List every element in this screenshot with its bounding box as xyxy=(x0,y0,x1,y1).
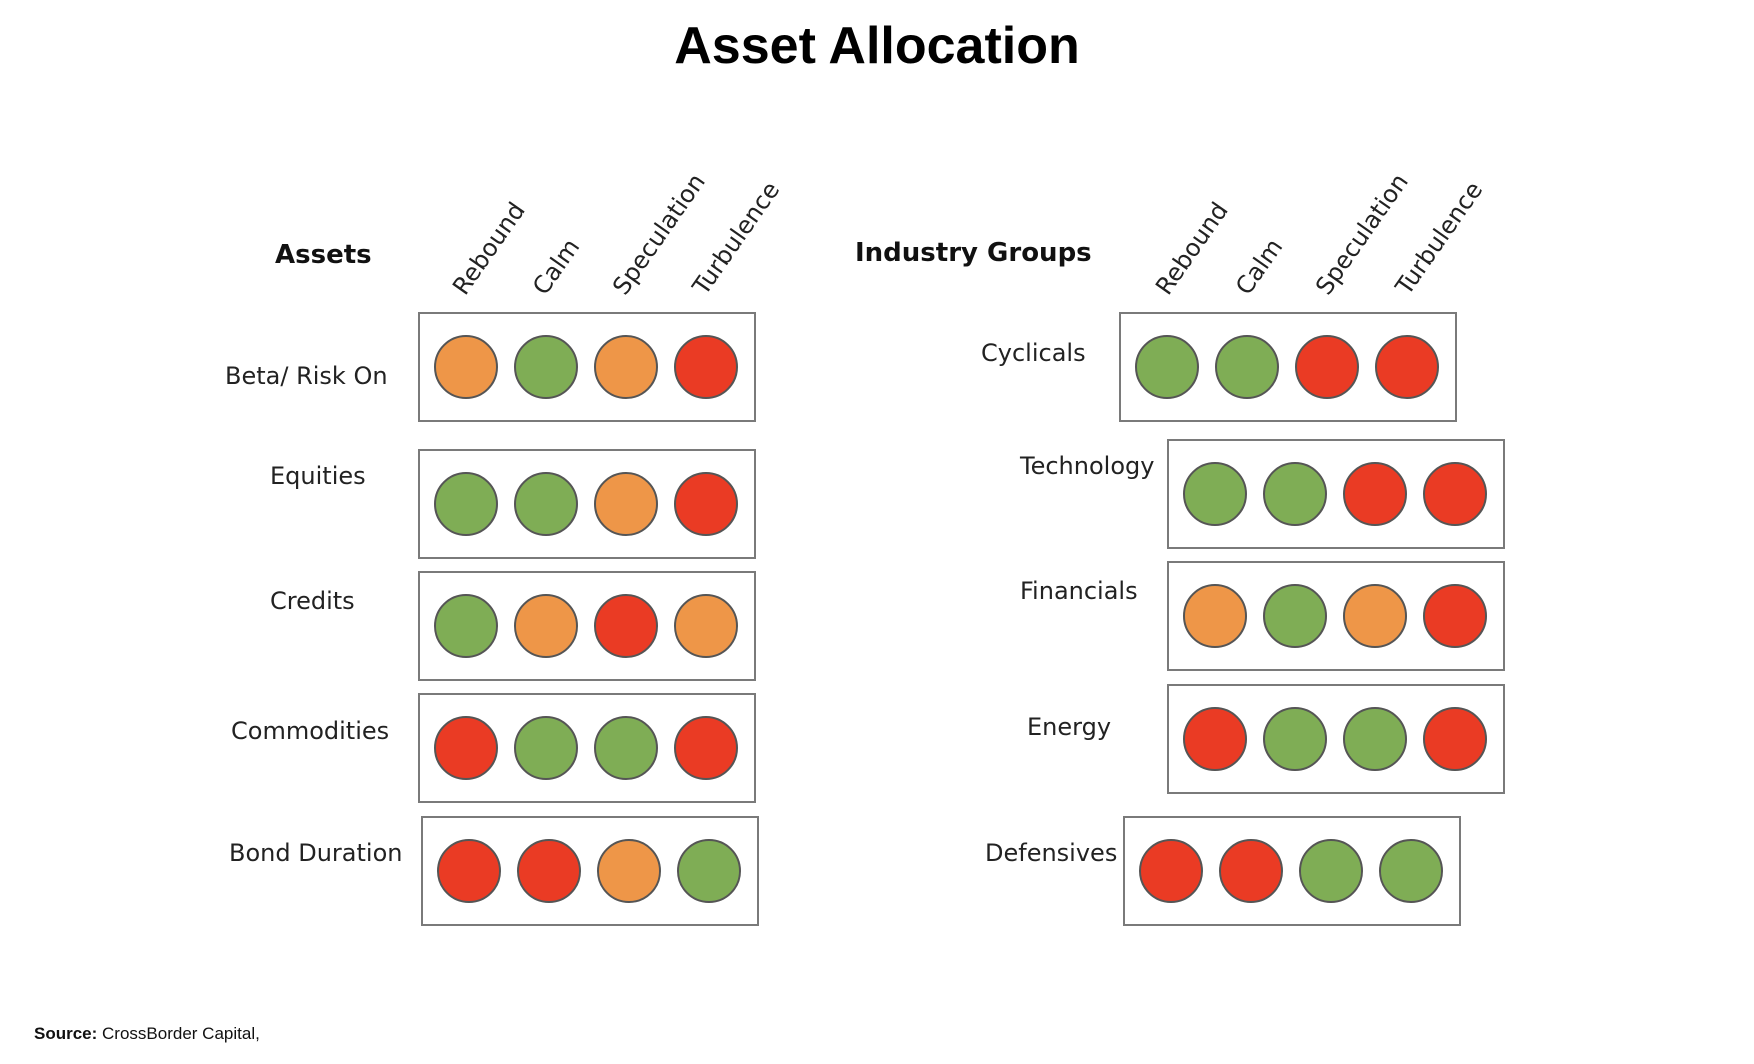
orange-signal-dot xyxy=(597,839,661,903)
signal-row xyxy=(1167,439,1505,549)
column-header-calm: Calm xyxy=(1230,233,1289,300)
orange-signal-dot xyxy=(594,335,658,399)
row-label: Bond Duration xyxy=(229,839,403,867)
orange-signal-dot xyxy=(514,594,578,658)
orange-signal-dot xyxy=(1183,584,1247,648)
green-signal-dot xyxy=(514,335,578,399)
green-signal-dot xyxy=(434,594,498,658)
source-note: Source: CrossBorder Capital, xyxy=(34,1024,260,1044)
red-signal-dot xyxy=(674,716,738,780)
signal-row xyxy=(418,449,756,559)
red-signal-dot xyxy=(1295,335,1359,399)
row-label: Beta/ Risk On xyxy=(225,362,388,390)
red-signal-dot xyxy=(517,839,581,903)
red-signal-dot xyxy=(1375,335,1439,399)
column-header-calm: Calm xyxy=(527,233,586,300)
red-signal-dot xyxy=(1183,707,1247,771)
orange-signal-dot xyxy=(1343,584,1407,648)
red-signal-dot xyxy=(1219,839,1283,903)
page-title: Asset Allocation xyxy=(674,17,1080,75)
signal-row xyxy=(1119,312,1457,422)
row-label: Defensives xyxy=(985,839,1118,867)
orange-signal-dot xyxy=(674,594,738,658)
green-signal-dot xyxy=(1343,707,1407,771)
panel-title: Industry Groups xyxy=(855,238,1092,268)
red-signal-dot xyxy=(1423,584,1487,648)
signal-row xyxy=(421,816,759,926)
row-label: Energy xyxy=(1027,713,1112,741)
row-label: Financials xyxy=(1020,577,1138,605)
green-signal-dot xyxy=(1379,839,1443,903)
green-signal-dot xyxy=(1183,462,1247,526)
orange-signal-dot xyxy=(594,472,658,536)
row-label: Commodities xyxy=(231,717,390,745)
column-header-rebound: Rebound xyxy=(1150,197,1234,300)
row-label: Cyclicals xyxy=(981,339,1086,367)
red-signal-dot xyxy=(1139,839,1203,903)
red-signal-dot xyxy=(674,472,738,536)
row-label: Equities xyxy=(270,462,366,490)
green-signal-dot xyxy=(434,472,498,536)
red-signal-dot xyxy=(434,716,498,780)
green-signal-dot xyxy=(1263,584,1327,648)
red-signal-dot xyxy=(1343,462,1407,526)
red-signal-dot xyxy=(594,594,658,658)
green-signal-dot xyxy=(1263,707,1327,771)
signal-row xyxy=(1167,684,1505,794)
row-label: Credits xyxy=(270,587,355,615)
column-header-rebound: Rebound xyxy=(447,197,531,300)
green-signal-dot xyxy=(1215,335,1279,399)
signal-row xyxy=(418,312,756,422)
green-signal-dot xyxy=(514,716,578,780)
signal-row xyxy=(418,571,756,681)
signal-row xyxy=(1123,816,1461,926)
source-label: Source: xyxy=(34,1024,98,1043)
green-signal-dot xyxy=(594,716,658,780)
orange-signal-dot xyxy=(434,335,498,399)
panel-title: Assets xyxy=(275,240,372,270)
green-signal-dot xyxy=(1299,839,1363,903)
green-signal-dot xyxy=(514,472,578,536)
green-signal-dot xyxy=(1135,335,1199,399)
green-signal-dot xyxy=(1263,462,1327,526)
row-label: Technology xyxy=(1020,452,1155,480)
red-signal-dot xyxy=(674,335,738,399)
source-text: CrossBorder Capital, xyxy=(102,1024,260,1043)
red-signal-dot xyxy=(1423,707,1487,771)
green-signal-dot xyxy=(677,839,741,903)
signal-row xyxy=(1167,561,1505,671)
red-signal-dot xyxy=(1423,462,1487,526)
red-signal-dot xyxy=(437,839,501,903)
signal-row xyxy=(418,693,756,803)
